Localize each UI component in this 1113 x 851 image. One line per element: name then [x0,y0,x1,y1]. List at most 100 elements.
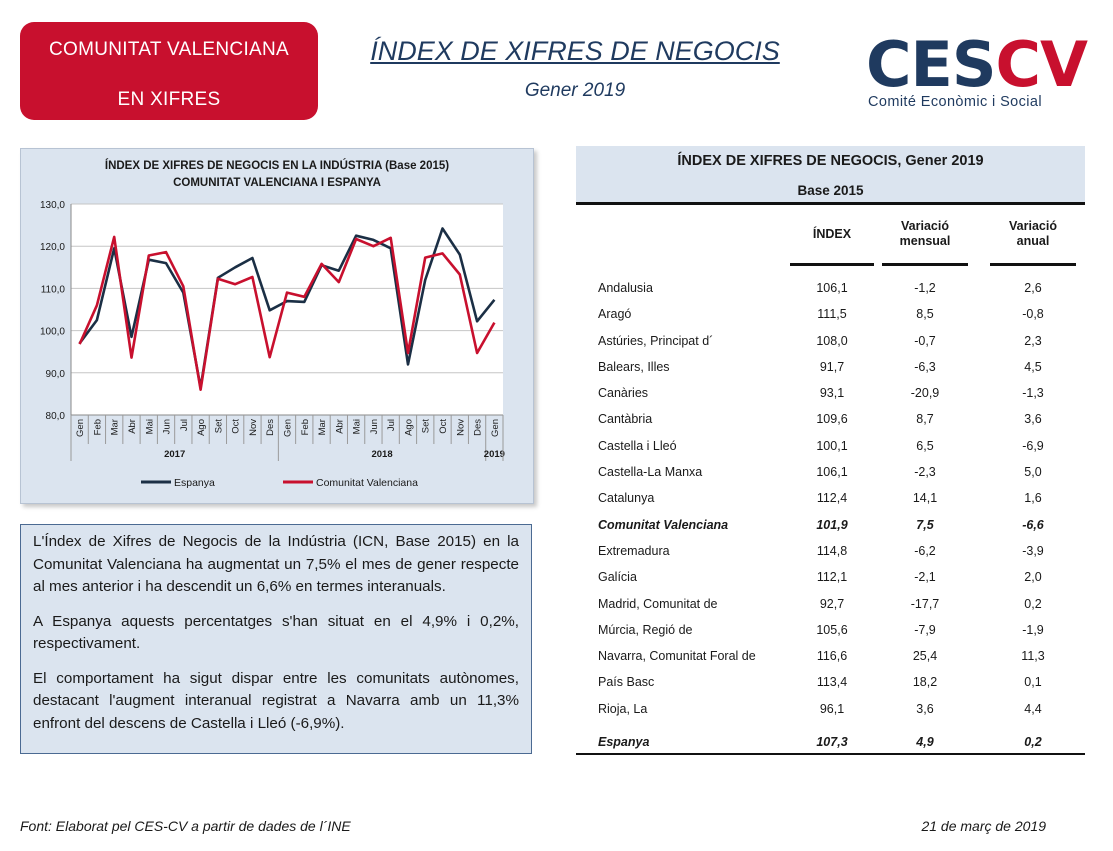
annual-change: -1,9 [1022,622,1044,637]
region-name: Andalusia [598,281,653,295]
region-name: Astúries, Principat d´ [598,333,714,348]
annual-change: 5,0 [1024,465,1042,480]
y-tick-label: 110,0 [41,284,66,295]
chart-title: ÍNDEX DE XIFRES DE NEGOCIS EN LA INDÚSTR… [105,159,449,172]
badge-line-1: COMUNITAT VALENCIANA [48,39,289,60]
monthly-change: -20,9 [910,386,940,401]
region-name: Canàries [598,386,649,401]
line-chart: ÍNDEX DE XIFRES DE NEGOCIS EN LA INDÚSTR… [40,159,505,489]
column-header-index: ÍNDEX [812,227,852,241]
region-name: Espanya [598,735,650,750]
table-row: Catalunya 112,4 14,1 1,6 [576,488,1085,514]
region-name: Catalunya [598,491,655,506]
region-name: Cantàbria [598,412,653,427]
x-tick-label: Feb [300,419,311,435]
index-value: 105,6 [816,622,848,637]
region-name: Galícia [598,570,637,585]
y-tick-label: 120,0 [40,242,65,253]
monthly-change: 8,5 [916,307,934,322]
column-rule-annual [990,263,1076,266]
column-header-annual: Variació anual [1009,219,1057,248]
region-name: Navarra, Comunitat Foral de [598,649,756,664]
table-row: Astúries, Principat d´ 108,0 -0,7 2,3 [576,331,1085,357]
page-title: ÍNDEX DE XIFRES DE NEGOCIS [370,36,780,66]
monthly-change: -17,7 [910,596,940,611]
annual-change: 1,6 [1024,491,1042,506]
region-name: Madrid, Comunitat de [598,596,718,611]
index-value: 96,1 [819,701,845,716]
index-value: 106,1 [816,281,848,295]
annual-change: 4,4 [1024,701,1042,716]
table-title: ÍNDEX DE XIFRES DE NEGOCIS, Gener 2019 [677,153,984,169]
region-name: Extremadura [598,543,670,558]
monthly-change: -1,2 [914,281,936,295]
x-tick-label: Mar [110,419,121,435]
index-value: 101,9 [816,517,848,532]
monthly-change: -2,1 [914,570,936,585]
monthly-change: 18,2 [912,675,938,690]
commentary-box: L'Índex de Xifres de Negocis de la Indús… [20,524,532,754]
index-value: 112,4 [816,491,848,506]
commentary-paragraph-2: A Espanya aquests percentatges s'han sit… [33,612,519,653]
table-row: País Basc 113,4 18,2 0,1 [576,672,1085,698]
annual-change: -3,9 [1022,543,1044,558]
x-tick-label: Mai [352,419,363,434]
x-tick-label: Gen [490,419,501,437]
legend-label: Comunitat Valenciana [316,477,418,489]
region-name: Múrcia, Regió de [598,622,693,637]
monthly-change: -6,2 [914,543,936,558]
region-name: Castella i Lleó [598,438,677,453]
table-row: Comunitat Valenciana 101,9 7,5 -6,6 [576,515,1085,541]
publication-date: 21 de març de 2019 [921,818,1046,834]
y-tick-label: 100,0 [40,327,65,338]
annual-change: 3,6 [1024,412,1042,427]
index-value: 108,0 [816,333,848,348]
table-row: Espanya 107,3 4,9 0,2 [576,732,1085,758]
y-tick-label: 130,0 [40,200,65,211]
index-value: 109,6 [816,412,848,427]
region-name: Rioja, La [598,701,648,716]
x-tick-label: Jul [179,419,190,431]
x-tick-label: Mai [144,419,155,434]
x-tick-label: Oct [438,419,449,434]
x-tick-label: Abr [334,419,345,434]
monthly-change: 8,7 [916,412,934,427]
x-tick-label: Ago [403,419,414,436]
x-tick-label: Nov [455,419,466,436]
monthly-change: 4,9 [916,735,934,750]
table-row: Cantàbria 109,6 8,7 3,6 [576,409,1085,435]
commentary-paragraph-3: El comportament ha sigut dispar entre le… [33,669,519,732]
monthly-change: 14,1 [912,491,938,506]
series-line-comunitat-valenciana [78,235,496,391]
x-tick-label: Gen [283,419,294,437]
x-tick-label: Jul [386,419,397,431]
annual-change: 4,5 [1024,359,1042,374]
table-header: ÍNDEX DE XIFRES DE NEGOCIS, Gener 2019 B… [576,146,1085,202]
x-tick-label: Des [265,419,276,436]
column-rule-monthly [882,263,968,266]
table-row: Andalusia 106,1 -1,2 2,6 [576,278,1085,304]
table-row: Navarra, Comunitat Foral de 116,6 25,4 11,3 [576,646,1085,672]
x-tick-label: Jun [162,419,173,434]
x-tick-label: Abr [127,419,138,434]
page-subtitle: Gener 2019 [524,80,626,101]
index-value: 114,8 [816,543,848,558]
monthly-change: -7,9 [914,622,936,637]
region-name: Aragó [598,307,632,322]
y-tick-label: 90,0 [46,369,66,380]
logo-ces-text: CES [866,28,997,101]
annual-change: 2,6 [1024,281,1042,295]
x-tick-label: Gen [75,419,86,437]
annual-change: -0,8 [1022,307,1044,322]
table-row: Madrid, Comunitat de 92,7 -17,7 0,2 [576,594,1085,620]
year-label: 2017 [164,449,185,460]
x-tick-label: Set [213,419,224,434]
x-tick-label: Feb [92,419,103,435]
table-row: Balears, Illes 91,7 -6,3 4,5 [576,357,1085,383]
table-row: Canàries 93,1 -20,9 -1,3 [576,383,1085,409]
table-top-rule [576,202,1085,205]
table-row: Extremadura 114,8 -6,2 -3,9 [576,541,1085,567]
index-value: 113,4 [816,675,848,690]
region-name: Balears, Illes [598,359,670,374]
x-tick-label: Mar [317,419,328,435]
